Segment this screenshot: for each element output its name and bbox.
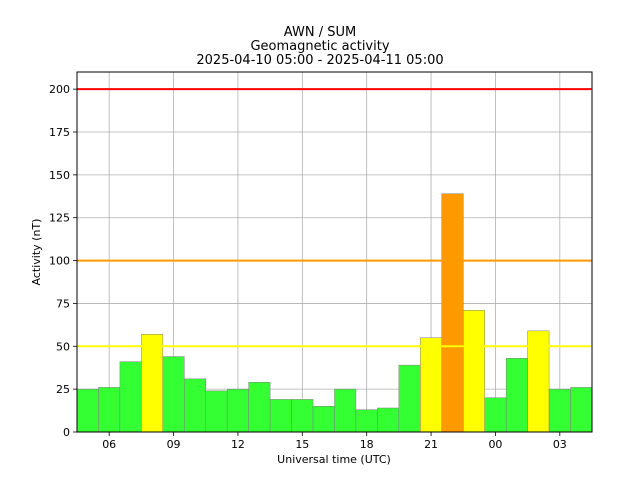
- x-tick-label: 21: [424, 438, 438, 451]
- bar-hour-6: [98, 387, 121, 433]
- chart-date-range: 2025-04-10 05:00 - 2025-04-11 05:00: [196, 53, 444, 68]
- y-tick-label: 25: [56, 383, 70, 396]
- y-tick-label: 200: [49, 83, 70, 96]
- x-tick-label: 09: [167, 438, 181, 451]
- x-tick-label: 18: [360, 438, 374, 451]
- bar-hour-25: [505, 358, 528, 433]
- chart-subtitle: Geomagnetic activity: [250, 39, 390, 54]
- y-tick-label: 0: [63, 426, 70, 439]
- chart-title: AWN / SUM: [283, 25, 357, 40]
- threshold-lines: [77, 88, 592, 348]
- bar-hour-19: [377, 407, 400, 433]
- x-tick-label: 03: [553, 438, 567, 451]
- y-tick-label: 75: [56, 297, 70, 310]
- bar-hour-23: [463, 310, 485, 433]
- bar-hour-28: [570, 387, 593, 433]
- bar-hour-15: [291, 399, 314, 433]
- x-tick-label: 00: [488, 438, 502, 451]
- y-tick-label: 50: [56, 340, 70, 353]
- x-tick-label: 06: [102, 438, 116, 451]
- bar-hour-7: [119, 361, 142, 433]
- bar-hour-13: [248, 382, 271, 433]
- bar-hour-20: [398, 364, 421, 433]
- bars: [76, 193, 593, 433]
- bar-hour-27: [548, 388, 571, 433]
- x-tick-label: 15: [295, 438, 309, 451]
- bar-hour-10: [184, 378, 207, 433]
- plot-frame: [76, 71, 593, 433]
- x-axis-label: Universal time (UTC): [277, 453, 391, 466]
- x-tick-label: 12: [231, 438, 245, 451]
- bar-hour-14: [269, 399, 292, 433]
- bar-hour-18: [355, 409, 378, 433]
- bar-hour-24: [484, 397, 507, 433]
- y-tick-label: 175: [49, 126, 70, 139]
- y-axis-label: Activity (nT): [30, 219, 43, 286]
- axes: 0 25 50 75 100 125 150 175 200 06 09 12 15 18 21 00 03: [49, 71, 593, 451]
- bar-hour-8: [141, 334, 164, 433]
- bar-hour-11: [205, 390, 228, 433]
- bar-hour-5: [76, 388, 99, 433]
- bar-hour-12: [226, 388, 249, 433]
- bar-hour-9: [162, 356, 185, 433]
- y-tick-label: 100: [49, 255, 70, 268]
- bar-hour-21: [420, 337, 443, 433]
- bar-hour-17: [334, 388, 357, 433]
- y-tick-label: 125: [49, 212, 70, 225]
- y-tick-label: 150: [49, 169, 70, 182]
- bar-hour-22: [441, 193, 464, 433]
- bar-hour-16: [312, 406, 335, 433]
